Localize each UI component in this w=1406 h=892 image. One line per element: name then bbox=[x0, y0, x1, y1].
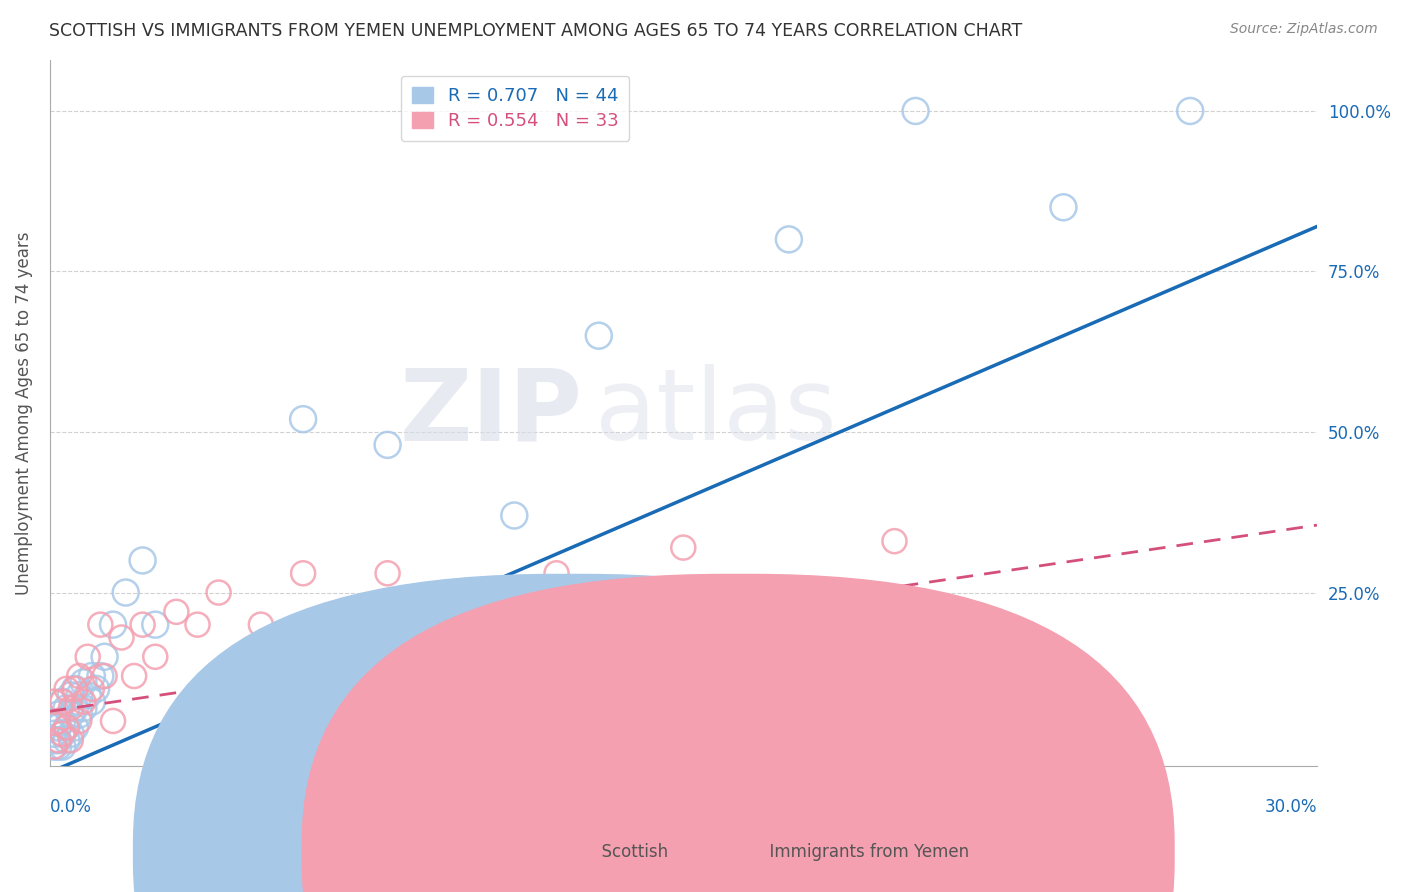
Point bbox=[461, 605, 484, 619]
Point bbox=[80, 695, 103, 709]
Point bbox=[46, 720, 69, 734]
Point bbox=[693, 739, 716, 754]
Point bbox=[63, 681, 86, 696]
Point bbox=[377, 438, 399, 452]
Point bbox=[59, 727, 82, 741]
Point bbox=[59, 707, 82, 722]
Point bbox=[80, 681, 103, 696]
Text: 30.0%: 30.0% bbox=[1264, 797, 1317, 816]
Point bbox=[42, 739, 65, 754]
Point bbox=[377, 566, 399, 581]
Point bbox=[131, 617, 153, 632]
Point bbox=[84, 681, 107, 696]
Point bbox=[93, 669, 115, 683]
Point bbox=[42, 733, 65, 747]
Point bbox=[440, 617, 463, 632]
Point bbox=[89, 669, 111, 683]
Point bbox=[76, 688, 98, 702]
Text: SCOTTISH VS IMMIGRANTS FROM YEMEN UNEMPLOYMENT AMONG AGES 65 TO 74 YEARS CORRELA: SCOTTISH VS IMMIGRANTS FROM YEMEN UNEMPL… bbox=[49, 22, 1022, 40]
Point bbox=[67, 688, 90, 702]
Point bbox=[80, 669, 103, 683]
Point bbox=[1052, 200, 1074, 214]
Point bbox=[67, 707, 90, 722]
Text: 0.0%: 0.0% bbox=[49, 797, 91, 816]
Point bbox=[292, 566, 315, 581]
Point bbox=[114, 585, 136, 599]
Point bbox=[588, 328, 610, 343]
Point bbox=[72, 701, 94, 715]
Point bbox=[55, 733, 77, 747]
Point bbox=[101, 714, 124, 728]
Point bbox=[67, 669, 90, 683]
Point bbox=[46, 739, 69, 754]
Point bbox=[63, 701, 86, 715]
Point bbox=[42, 739, 65, 754]
Point bbox=[1178, 103, 1201, 118]
Point bbox=[51, 714, 73, 728]
Point bbox=[59, 701, 82, 715]
Point bbox=[143, 649, 166, 664]
Point bbox=[778, 232, 800, 246]
Point bbox=[59, 733, 82, 747]
Point bbox=[46, 707, 69, 722]
Y-axis label: Unemployment Among Ages 65 to 74 years: Unemployment Among Ages 65 to 74 years bbox=[15, 231, 32, 594]
Point bbox=[55, 701, 77, 715]
Point bbox=[67, 714, 90, 728]
Point bbox=[503, 508, 526, 523]
Text: Scottish: Scottish bbox=[591, 843, 668, 861]
Point bbox=[59, 688, 82, 702]
Point bbox=[55, 720, 77, 734]
Point bbox=[72, 695, 94, 709]
Point bbox=[250, 617, 273, 632]
Text: Immigrants from Yemen: Immigrants from Yemen bbox=[759, 843, 969, 861]
Point bbox=[89, 617, 111, 632]
Point bbox=[883, 534, 905, 549]
Point bbox=[63, 681, 86, 696]
Point bbox=[55, 720, 77, 734]
Text: Source: ZipAtlas.com: Source: ZipAtlas.com bbox=[1230, 22, 1378, 37]
Point bbox=[110, 631, 132, 645]
Point bbox=[42, 695, 65, 709]
Point bbox=[51, 727, 73, 741]
Point bbox=[131, 553, 153, 567]
Point bbox=[51, 739, 73, 754]
Point bbox=[546, 566, 568, 581]
Point bbox=[186, 617, 208, 632]
Point bbox=[122, 669, 145, 683]
Point bbox=[63, 720, 86, 734]
Point bbox=[46, 714, 69, 728]
Point bbox=[165, 605, 187, 619]
Point bbox=[101, 617, 124, 632]
Point bbox=[93, 649, 115, 664]
Point bbox=[46, 733, 69, 747]
Point bbox=[904, 103, 927, 118]
Point bbox=[72, 675, 94, 690]
Point bbox=[143, 617, 166, 632]
Point bbox=[51, 727, 73, 741]
Point bbox=[46, 733, 69, 747]
Point bbox=[207, 585, 229, 599]
Text: ZIP: ZIP bbox=[399, 364, 582, 461]
Point bbox=[51, 695, 73, 709]
Point bbox=[76, 649, 98, 664]
Point bbox=[672, 541, 695, 555]
Point bbox=[42, 727, 65, 741]
Text: atlas: atlas bbox=[595, 364, 837, 461]
Point bbox=[292, 412, 315, 426]
Point bbox=[55, 681, 77, 696]
Point bbox=[51, 695, 73, 709]
Legend: R = 0.707   N = 44, R = 0.554   N = 33: R = 0.707 N = 44, R = 0.554 N = 33 bbox=[401, 76, 630, 141]
